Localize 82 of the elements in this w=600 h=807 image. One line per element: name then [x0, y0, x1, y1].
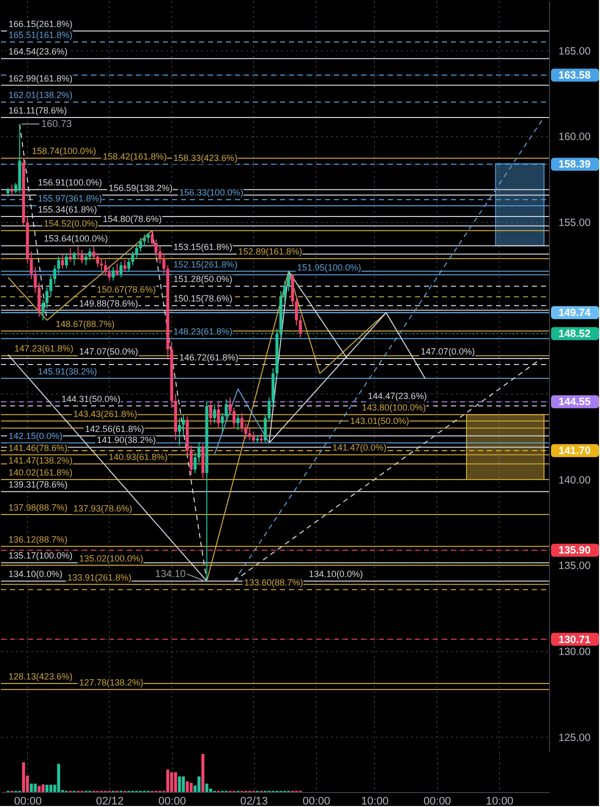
ref-line-label: 162.01(138.2%) [8, 90, 73, 100]
ref-line-label: 151.95(100.0%) [297, 262, 362, 273]
y-tick-label: 140.00 [558, 474, 591, 486]
ref-line-label: 153.64(100.0%) [44, 234, 108, 244]
x-tick-label: 00:00 [302, 796, 330, 807]
y-tick-label: 130.71 [558, 634, 591, 646]
y-tick-label: 141.70 [558, 445, 591, 458]
x-tick-label: 02/13 [240, 796, 268, 807]
ref-line-label: 148.67(88.7%) [56, 319, 115, 330]
y-tick-label: 165.00 [558, 45, 591, 58]
ref-line-label: 155.34(61.8%) [38, 204, 97, 215]
y-tick-label: 125.00 [558, 732, 591, 744]
ref-line-label: 151.28(50.0%) [173, 274, 232, 284]
ref-line-label: 136.12(88.7%) [8, 534, 68, 544]
x-tick-label: 10:00 [486, 796, 514, 807]
ref-line-label: 156.33(100.0%) [179, 188, 244, 198]
ref-line-label: 146.72(61.8%) [179, 352, 238, 362]
ref-line-label: 139.31(78.6%) [8, 480, 68, 490]
ref-line-label: 147.07(50.0%) [79, 346, 138, 356]
ref-line-label: 127.78(138.2%) [79, 678, 144, 688]
ref-line-label: 150.15(78.6%) [173, 294, 232, 304]
y-tick-label: 135.90 [558, 544, 591, 557]
y-tick-label: 149.74 [558, 307, 591, 320]
y-tick-label: 135.00 [558, 560, 591, 572]
ref-line-label: 142.56(61.8%) [85, 424, 144, 434]
y-tick-label: 155.00 [558, 216, 591, 229]
ref-line-label: 145.91(38.2%) [38, 366, 97, 376]
annotation: 158.42(161.8%) [102, 152, 167, 162]
ref-line-label: 133.60(88.7%) [244, 578, 304, 588]
ref-line-label: 156.59(138.2%) [108, 183, 173, 194]
ref-line-label: 134.10(0.0%) [8, 569, 62, 580]
ref-line-label: 158.74(100.0%) [32, 146, 96, 156]
ref-line-label: 128.13(423.6%) [8, 672, 73, 682]
annotation: 147.07(0.0%) [420, 346, 475, 356]
x-tick-label: 00:00 [424, 796, 452, 807]
ref-line-label: 135.02(100.0%) [79, 553, 144, 564]
ref-line-label: 153.15(61.8%) [173, 242, 232, 252]
x-tick-label: 02/12 [96, 796, 124, 807]
ref-line-label: 141.90(38.2%) [96, 435, 156, 446]
ref-line-label: 152.89(161.8%) [238, 246, 302, 257]
ref-line-label: 164.54(23.6%) [8, 46, 68, 57]
annotation: 134.10 [155, 569, 186, 580]
ref-line-label: 144.31(50.0%) [61, 394, 121, 404]
ref-line-label: 166.15(261.8%) [8, 19, 73, 30]
y-tick-label: 130.00 [558, 646, 591, 658]
annotation: 134.10(0.0%) [308, 569, 363, 580]
ref-line-label: 137.98(88.7%) [8, 502, 68, 512]
x-tick-label: 10:00 [361, 796, 389, 807]
y-tick-label: 144.55 [558, 396, 591, 408]
ref-line-label: 162.99(161.8%) [8, 73, 73, 84]
ref-line-label: 161.11(78.6%) [8, 106, 67, 116]
annotation: 144.47(23.6%) [368, 391, 427, 402]
y-tick-label: 163.58 [558, 70, 591, 82]
ref-line-label: 150.67(78.6%) [96, 284, 156, 295]
ref-line-label: 148.23(61.8%) [173, 326, 232, 337]
y-tick-label: 160.00 [558, 131, 591, 144]
ref-line-label: 133.91(261.8%) [67, 572, 132, 582]
ref-line-label: 165.51(161.8%) [8, 30, 73, 40]
ref-line-label: 140.93(61.8%) [108, 452, 168, 462]
ref-line-label: 143.80(100.0%) [362, 402, 426, 413]
ref-line-label: 142.15(0.0%) [8, 430, 62, 441]
ref-line-label: 149.88(78.6%) [79, 298, 138, 308]
x-tick-label: 00:00 [14, 796, 42, 807]
annotation: 160.73 [41, 119, 72, 130]
ref-line-label: 152.15(261.8%) [173, 259, 238, 270]
ref-line-label: 147.23(61.8%) [14, 344, 74, 354]
ref-line-label: 154.80(78.6%) [102, 214, 162, 224]
ref-line-label: 143.01(50.0%) [350, 416, 410, 426]
annotation: 158.33(423.6%) [173, 153, 238, 164]
annotation: 141.47(138.2%) [8, 456, 73, 466]
y-tick-label: 158.39 [558, 158, 591, 171]
ref-line-label: 156.91(100.0%) [38, 178, 102, 188]
x-tick-label: 00:00 [158, 796, 186, 807]
ref-line-label: 135.17(100.0%) [8, 550, 73, 561]
y-tick-label: 148.52 [558, 328, 591, 340]
ref-line-label: 141.46(78.6%) [8, 442, 68, 453]
annotation: 141.47(0.0%) [332, 442, 386, 453]
ref-line-label: 140.02(161.8%) [8, 467, 73, 478]
annotation: 137.93(78.6%) [73, 503, 132, 514]
ref-line-label: 143.43(261.8%) [73, 408, 138, 419]
ref-line-label: 154.52(0.0%) [44, 218, 98, 229]
ref-line-label: 155.97(361.8%) [38, 194, 102, 204]
